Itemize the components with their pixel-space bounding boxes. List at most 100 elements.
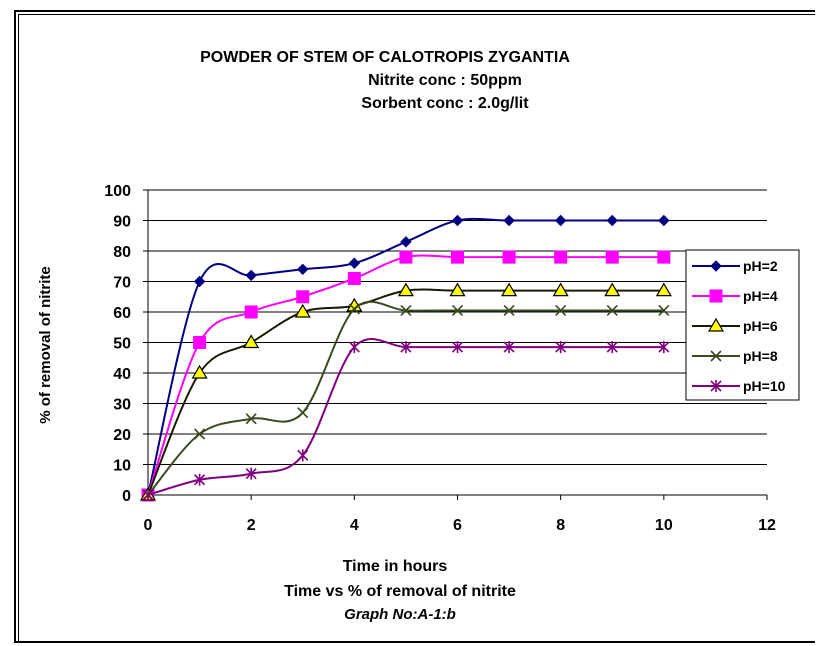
x-axis-label: Time in hours — [343, 558, 448, 575]
series-ph-4-point-10-shape — [657, 250, 671, 264]
series-ph-8-point-3-shape — [297, 407, 309, 419]
legend-ph-2-marker-shape — [710, 260, 722, 272]
series-ph-8-point-9-shape — [606, 304, 618, 317]
series-ph-2-point-3-shape — [297, 263, 309, 276]
chart-title: POWDER OF STEM OF CALOTROPIS ZYGANTIA — [200, 49, 570, 66]
series-ph-6-point-7 — [501, 282, 518, 297]
series-ph-4-point-2-shape — [244, 305, 258, 319]
series-ph-2-point-2-shape — [245, 269, 257, 282]
series-ph-8-point-9 — [606, 304, 618, 317]
y-tick-label-80: 80 — [113, 244, 131, 261]
series-ph-8-point-3 — [297, 407, 309, 419]
series-ph-8-point-7-shape — [503, 304, 515, 317]
series-ph-4-point-2 — [244, 305, 258, 319]
series-ph-2-point-7-shape — [503, 214, 515, 227]
series-ph-2-point-6 — [451, 214, 464, 227]
x-tick-label-2: 2 — [247, 517, 256, 534]
series-ph-10-point-5 — [400, 341, 412, 354]
series-ph-8-point-1-shape — [194, 428, 206, 440]
series-ph-10-point-1-shape — [194, 473, 206, 486]
series-ph-2-point-4 — [348, 257, 361, 269]
series-ph-2-point-7 — [503, 214, 515, 227]
series-ph-10-point-7-shape — [503, 341, 515, 354]
chart-subtitle-2: Sorbent conc : 2.0g/lit — [361, 95, 529, 112]
x-tick-label-10: 10 — [655, 517, 673, 534]
legend-ph-2-marker — [710, 260, 722, 272]
series-ph-6-point-5-shape — [397, 282, 414, 297]
series-ph-6-point-10 — [655, 282, 672, 297]
series-ph-10-point-8-shape — [555, 341, 567, 354]
x-tick-label-12: 12 — [758, 517, 776, 534]
series-ph-8-point-6 — [451, 304, 464, 317]
series-ph-10-point-3 — [297, 449, 309, 462]
series-ph-2-point-8 — [554, 214, 567, 227]
series-ph-4-point-8-shape — [554, 250, 568, 264]
series-ph-6-point-3 — [294, 303, 311, 318]
series-ph-10-point-4 — [348, 341, 360, 354]
series-ph-6-point-2 — [243, 334, 260, 349]
series-ph-10-point-4-shape — [348, 341, 360, 354]
grid-lines — [148, 189, 767, 465]
legend-ph-6-marker-shape — [707, 317, 725, 332]
series-ph-4-point-1-shape — [193, 336, 207, 349]
y-tick-label-70: 70 — [113, 275, 131, 292]
series-ph-4-point-3 — [296, 290, 310, 304]
y-tick-labels: 0 10 20 30 40 50 60 70 80 90 100 — [104, 183, 131, 505]
series-ph-4-point-1 — [193, 336, 207, 349]
y-tick-label-100: 100 — [104, 183, 131, 200]
series-ph-6-point-5 — [397, 282, 414, 297]
series-ph-2-point-6-shape — [451, 214, 464, 227]
series-ph-8-point-2-shape — [245, 413, 257, 425]
series-ph-2-point-10 — [658, 214, 670, 227]
series-ph-10-point-9 — [606, 341, 618, 354]
series-ph-8-point-2 — [245, 413, 257, 425]
series-ph-10-point-0 — [142, 489, 154, 501]
series-ph-2-point-4-shape — [348, 257, 361, 269]
series-ph-8-point-10 — [658, 304, 670, 317]
series-ph-2-point-10-shape — [658, 214, 670, 227]
series-ph-6-point-8-shape — [552, 282, 569, 297]
series-group — [139, 214, 672, 502]
y-tick-label-40: 40 — [113, 366, 131, 383]
series-ph-6-point-6 — [449, 282, 466, 297]
series-ph-10-point-10 — [658, 341, 670, 354]
y-tick-label-60: 60 — [113, 305, 131, 322]
series-ph-2-point-5-shape — [400, 236, 412, 248]
series-ph-2-point-2 — [245, 269, 257, 282]
series-ph-8-point-5-shape — [400, 304, 412, 317]
series-ph-2-point-3 — [297, 263, 309, 276]
legend-ph-2-label: pH=2 — [743, 258, 778, 274]
series-ph-10-point-10-shape — [658, 341, 670, 354]
legend-ph-8-marker — [710, 350, 722, 362]
series-ph-4-point-5-shape — [399, 250, 413, 264]
series-ph-2-point-1 — [193, 275, 206, 288]
series-ph-10-point-0-shape — [142, 489, 154, 501]
x-tick-label-8: 8 — [556, 517, 565, 534]
series-ph-8-point-4 — [348, 303, 360, 315]
series-ph-10-point-2-shape — [245, 467, 257, 480]
series-ph-8-point-8-shape — [555, 304, 567, 317]
series-ph-10-point-7 — [503, 341, 515, 354]
series-ph-4-point-9 — [605, 250, 619, 264]
y-tick-label-50: 50 — [113, 336, 131, 353]
series-ph-4-point-5 — [399, 250, 413, 264]
legend-ph-10-marker — [710, 380, 722, 392]
series-ph-8-point-7 — [503, 304, 515, 317]
series-ph-6-point-9-shape — [604, 282, 621, 297]
series-ph-6-point-7-shape — [501, 282, 518, 297]
legend-ph-8-label: pH=8 — [743, 348, 778, 364]
series-ph-4-point-7 — [502, 250, 516, 264]
graph-number: Graph No:A-1:b — [344, 606, 456, 623]
series-ph-10-point-6 — [451, 341, 464, 354]
series-ph-4-line — [147, 254, 664, 496]
chart-frame-inner — [18, 14, 815, 643]
series-ph-2-point-9-shape — [606, 214, 618, 227]
legend: pH=2 pH=4 pH=6 pH=8 pH=10 — [685, 249, 800, 401]
chart-caption: Time vs % of removal of nitrite — [284, 583, 516, 600]
series-ph-6-point-8 — [552, 282, 569, 297]
series-ph-8-point-8 — [555, 304, 567, 317]
legend-ph-6-marker — [707, 317, 725, 332]
series-ph-6-point-9 — [604, 282, 621, 297]
series-ph-10-line — [147, 338, 664, 496]
series-ph-2-point-9 — [606, 214, 618, 227]
